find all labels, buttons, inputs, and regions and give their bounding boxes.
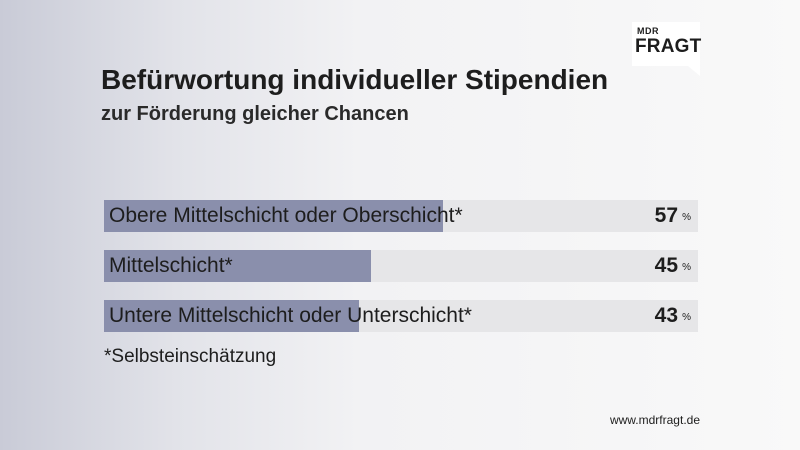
- chart-title: Befürwortung individueller Stipendien: [101, 64, 609, 95]
- category-label: Mittelschicht*: [109, 254, 233, 277]
- percent-unit: %: [682, 262, 691, 273]
- percent-unit: %: [682, 312, 691, 323]
- bar: [104, 300, 360, 332]
- value-label: 43: [654, 304, 678, 327]
- category-label: Untere Mittelschicht oder Unterschicht*: [109, 304, 472, 327]
- mdr-fragt-logo: MDR FRAGT: [632, 22, 702, 76]
- value-label: 45: [654, 254, 678, 277]
- bar: [104, 200, 443, 232]
- source-url: www.mdrfragt.de: [609, 413, 700, 427]
- bar: [104, 250, 372, 282]
- value-label: 57: [654, 204, 678, 227]
- bar-row: Mittelschicht* 45%: [104, 250, 698, 282]
- footnote: *Selbsteinschätzung: [104, 346, 277, 367]
- bar-row: Obere Mittelschicht oder Oberschicht* 57%: [104, 200, 698, 232]
- logo-fragt-text: FRAGT: [635, 36, 702, 57]
- chart-subtitle: zur Förderung gleicher Chancen: [101, 103, 409, 125]
- percent-unit: %: [682, 212, 691, 223]
- logo-mdr-text: MDR: [637, 26, 659, 36]
- category-label: Obere Mittelschicht oder Oberschicht*: [109, 204, 463, 227]
- bar-row: Untere Mittelschicht oder Unterschicht* 4…: [104, 300, 698, 332]
